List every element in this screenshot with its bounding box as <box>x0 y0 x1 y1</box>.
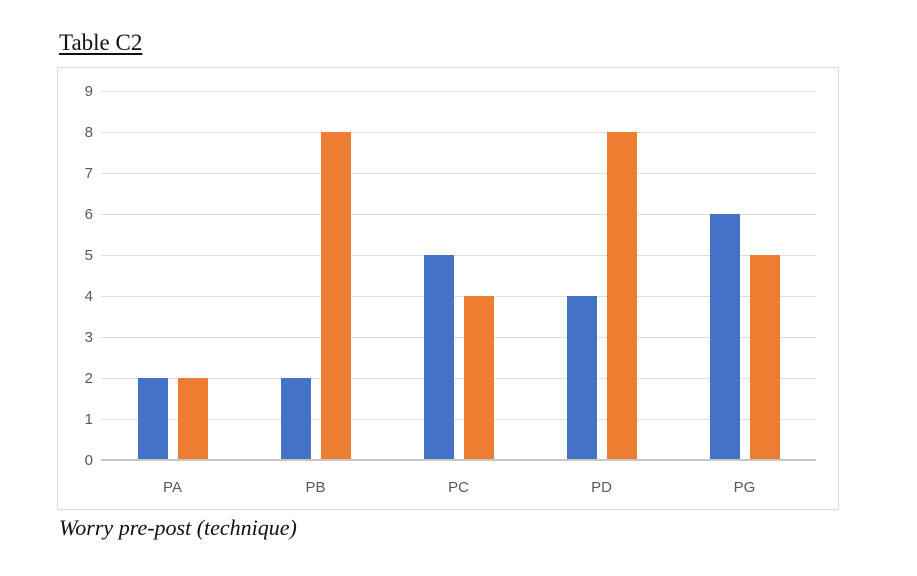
bar-pg-series-2 <box>749 255 780 460</box>
x-axis-line <box>101 459 816 461</box>
bar-pa-series-1 <box>137 378 168 460</box>
x-tick-label-pb: PB <box>305 479 326 496</box>
y-tick-label-2: 2 <box>84 370 93 387</box>
y-tick-label-4: 4 <box>84 288 93 305</box>
bar-pc-series-1 <box>423 255 454 460</box>
gridline-y5 <box>101 255 816 256</box>
chart-frame: 0 1 2 3 4 5 6 7 8 9 PA PB PC PD PG <box>57 67 839 510</box>
bar-pb-series-2 <box>320 132 351 460</box>
y-tick-label-7: 7 <box>84 165 93 182</box>
y-tick-label-3: 3 <box>84 329 93 346</box>
gridline-y9 <box>101 91 816 92</box>
bar-pd-series-2 <box>606 132 637 460</box>
bar-pb-series-1 <box>280 378 311 460</box>
bar-pd-series-1 <box>566 296 597 460</box>
x-tick-label-pd: PD <box>591 479 612 496</box>
y-tick-label-1: 1 <box>84 411 93 428</box>
x-tick-label-pa: PA <box>163 479 182 496</box>
bar-pg-series-1 <box>709 214 740 460</box>
gridline-y1 <box>101 419 816 420</box>
chart-caption: Worry pre-post (technique) <box>59 515 297 540</box>
y-tick-label-0: 0 <box>84 452 93 469</box>
chart-title: Table C2 <box>59 30 143 55</box>
y-tick-label-9: 9 <box>84 83 93 100</box>
bar-pa-series-2 <box>177 378 208 460</box>
plot-area: 0 1 2 3 4 5 6 7 8 9 PA PB PC PD PG <box>58 68 838 509</box>
gridline-y6 <box>101 214 816 215</box>
y-tick-label-8: 8 <box>84 124 93 141</box>
gridline-y8 <box>101 132 816 133</box>
x-tick-label-pc: PC <box>448 479 469 496</box>
gridline-y2 <box>101 378 816 379</box>
gridline-y4 <box>101 296 816 297</box>
bar-pc-series-2 <box>463 296 494 460</box>
y-tick-label-5: 5 <box>84 247 93 264</box>
gridline-y7 <box>101 173 816 174</box>
gridline-y3 <box>101 337 816 338</box>
y-tick-label-6: 6 <box>84 206 93 223</box>
x-tick-label-pg: PG <box>733 479 756 496</box>
